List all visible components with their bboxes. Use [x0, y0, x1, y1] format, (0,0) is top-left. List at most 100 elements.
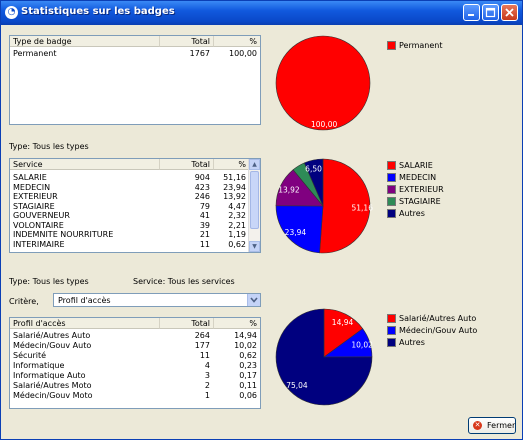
pie-chart-service: 51,16 23,94 13,92 6,50 — [275, 158, 374, 254]
legend-swatch — [387, 326, 396, 335]
cell-percent[interactable]: 0,62 — [239, 351, 257, 360]
cell-label[interactable]: STAGIAIRE — [13, 201, 55, 211]
service-scrollbar[interactable]: ▲ ▼ — [248, 159, 260, 252]
pie-data-label: 75,04 — [286, 381, 308, 390]
scroll-down-icon[interactable]: ▼ — [249, 241, 260, 252]
pie-slice — [275, 308, 373, 406]
cell-total[interactable]: 79 — [199, 201, 210, 211]
title-bar[interactable]: ◔ Statistiques sur les badges — [1, 1, 522, 25]
legend-label: Médecin/Gouv Auto — [399, 326, 478, 335]
col-header-service[interactable]: Service — [10, 159, 160, 170]
cell-total[interactable]: 904 — [194, 173, 210, 182]
col-header-percent[interactable]: % — [214, 318, 260, 329]
cell-percent[interactable]: 2,21 — [228, 220, 246, 230]
cell-label[interactable]: MEDECIN — [13, 182, 51, 192]
minimize-button[interactable] — [463, 4, 480, 21]
cell-total[interactable]: 41 — [199, 211, 210, 220]
app-icon: ◔ — [5, 6, 18, 19]
cell-label[interactable]: Sécurité — [13, 351, 47, 360]
legend-swatch — [387, 173, 396, 182]
cell-percent[interactable]: 51,16 — [223, 173, 246, 182]
cell-percent[interactable]: 13,92 — [223, 192, 246, 201]
legend-swatch — [387, 185, 396, 194]
critere-label: Critère, — [9, 297, 39, 306]
cell-label[interactable]: Salarié/Autres Auto — [13, 331, 91, 340]
cell-total[interactable]: 11 — [199, 351, 210, 360]
cell-label[interactable]: Médecin/Gouv Auto — [13, 341, 92, 350]
scroll-up-icon[interactable]: ▲ — [249, 159, 260, 170]
col-header-total[interactable]: Total — [160, 318, 214, 329]
cell-total[interactable]: 423 — [194, 182, 210, 192]
col-header-total[interactable]: Total — [160, 159, 214, 170]
cell-label[interactable]: Informatique Auto — [13, 371, 86, 380]
pie-slice — [275, 35, 371, 131]
cell-percent[interactable]: 0,17 — [239, 371, 257, 380]
legend-swatch — [387, 161, 396, 170]
pie-data-label: 10,02 — [351, 341, 373, 350]
critere-select[interactable]: Profil d'accès — [53, 293, 261, 307]
cell-percent[interactable]: 0,23 — [239, 361, 257, 370]
col-header-percent[interactable]: % — [214, 36, 260, 47]
col-header-percent[interactable]: % — [214, 159, 249, 170]
cell-percent[interactable]: 14,94 — [234, 331, 257, 340]
cell-total[interactable]: 1 — [204, 391, 210, 400]
fermer-button[interactable]: ✕ Fermer — [468, 417, 516, 434]
cell-total[interactable]: 264 — [194, 331, 210, 340]
cell-total[interactable]: 4 — [204, 361, 210, 370]
scroll-thumb[interactable] — [250, 171, 259, 229]
maximize-icon — [485, 7, 496, 18]
pie-data-label: 6,50 — [305, 164, 322, 173]
legend-swatch — [387, 338, 396, 347]
legend-label: Salarié/Autres Auto — [399, 314, 477, 323]
col-header-type[interactable]: Type de badge — [10, 36, 160, 47]
access-profile-table[interactable]: Profil d'accès Total % Salarié/Autres Au… — [9, 317, 261, 409]
badge-type-table[interactable]: Type de badge Total % Permanent 1767 100,0… — [9, 35, 261, 125]
cell-label[interactable]: SALARIE — [13, 173, 47, 182]
col-header-profile[interactable]: Profil d'accès — [10, 318, 160, 329]
cell-percent[interactable]: 23,94 — [223, 182, 246, 192]
cell-percent[interactable]: 100,00 — [229, 49, 257, 58]
close-icon — [505, 8, 514, 17]
pie-slice — [303, 158, 324, 207]
col-header-total[interactable]: Total — [160, 36, 214, 47]
service-table[interactable]: Service Total % SALARIE 904 51,16 MEDECIN 42… — [9, 158, 261, 253]
cell-percent[interactable]: 2,32 — [228, 211, 246, 220]
cell-label[interactable]: Informatique — [13, 361, 65, 370]
legend-label: Permanent — [399, 41, 443, 50]
cell-label[interactable]: VOLONTAIRE — [13, 220, 64, 230]
cell-percent[interactable]: 4,47 — [228, 201, 246, 211]
cell-total[interactable]: 177 — [194, 341, 210, 350]
close-icon: ✕ — [473, 421, 482, 430]
cell-label[interactable]: INTERIMAIRE — [13, 239, 65, 249]
fermer-label: Fermer — [487, 421, 516, 430]
cell-total[interactable]: 11 — [199, 239, 210, 249]
cell-total[interactable]: 246 — [194, 192, 210, 201]
cell-total[interactable]: 21 — [199, 230, 210, 239]
cell-total[interactable]: 39 — [199, 220, 210, 230]
cell-label[interactable]: EXTERIEUR — [13, 192, 58, 201]
cell-percent[interactable]: 0,62 — [228, 239, 246, 249]
legend-label: MEDECIN — [399, 173, 437, 182]
cell-label[interactable]: INDEMNITE NOURRITURE — [13, 230, 114, 239]
cell-label[interactable]: Salarié/Autres Moto — [13, 381, 92, 390]
close-window-button[interactable] — [501, 4, 518, 21]
legend-label: Autres — [399, 338, 425, 347]
cell-label[interactable]: GOUVERNEUR — [13, 211, 70, 220]
pie-data-label: 51,16 — [352, 203, 374, 212]
window-title: Statistiques sur les badges — [21, 6, 175, 17]
pie-slice — [275, 205, 324, 254]
maximize-button[interactable] — [482, 4, 499, 21]
cell-total[interactable]: 3 — [204, 371, 210, 380]
cell-percent[interactable]: 1,19 — [228, 230, 246, 239]
cell-percent[interactable]: 0,06 — [239, 391, 257, 400]
cell-label[interactable]: Permanent — [13, 49, 57, 58]
cell-percent[interactable]: 0,11 — [239, 381, 257, 390]
legend-label: STAGIAIRE — [399, 197, 441, 206]
pie-chart-badge-type: 100,00 — [275, 35, 371, 131]
dropdown-button[interactable] — [247, 294, 260, 306]
cell-total[interactable]: 2 — [204, 381, 210, 390]
cell-percent[interactable]: 10,02 — [234, 341, 257, 350]
pie-chart-access-profile: 14,94 10,02 75,04 — [275, 308, 373, 406]
cell-total[interactable]: 1767 — [189, 49, 210, 58]
cell-label[interactable]: Médecin/Gouv Moto — [13, 391, 93, 400]
